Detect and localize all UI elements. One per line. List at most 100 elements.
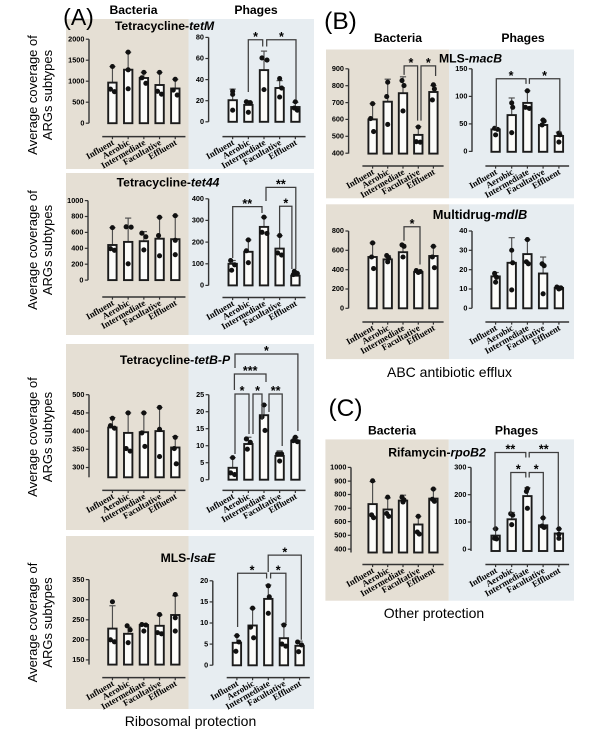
svg-text:*: *	[534, 463, 539, 477]
svg-text:60: 60	[196, 54, 204, 63]
svg-text:20: 20	[196, 407, 204, 416]
svg-text:0: 0	[340, 304, 344, 313]
svg-text:Bacteria: Bacteria	[368, 424, 416, 438]
svg-text:800: 800	[332, 81, 344, 90]
svg-text:*: *	[240, 384, 245, 398]
svg-text:20: 20	[200, 576, 208, 585]
svg-text:Bacteria: Bacteria	[374, 31, 422, 45]
svg-text:**: **	[276, 178, 286, 192]
svg-text:600: 600	[332, 246, 344, 255]
svg-text:800: 800	[332, 226, 344, 235]
svg-text:*: *	[276, 564, 281, 578]
svg-text:450: 450	[72, 408, 84, 417]
svg-text:Phages: Phages	[234, 3, 278, 17]
svg-text:600: 600	[71, 228, 83, 237]
svg-text:800: 800	[71, 212, 83, 221]
svg-text:600: 600	[332, 115, 344, 124]
svg-text:40: 40	[459, 226, 467, 235]
svg-text:MLS-lsaE: MLS-lsaE	[161, 551, 217, 565]
svg-text:Average coverage of: Average coverage of	[25, 190, 40, 310]
svg-text:ARGs subtypes: ARGs subtypes	[40, 49, 55, 140]
svg-text:0: 0	[462, 545, 466, 554]
svg-text:400: 400	[72, 426, 84, 435]
svg-text:300: 300	[72, 595, 84, 604]
svg-text:900: 900	[332, 64, 344, 73]
svg-text:20: 20	[459, 265, 467, 274]
svg-text:200: 200	[192, 237, 204, 246]
svg-text:0: 0	[79, 275, 83, 284]
svg-text:0: 0	[463, 147, 467, 156]
svg-text:Average coverage of: Average coverage of	[25, 562, 40, 682]
svg-text:200: 200	[332, 284, 344, 293]
svg-text:MLS-macB: MLS-macB	[439, 52, 502, 66]
svg-text:800: 800	[334, 490, 346, 499]
svg-text:Multidrug-mdlB: Multidrug-mdlB	[433, 207, 528, 222]
svg-text:0: 0	[200, 475, 204, 484]
svg-text:700: 700	[334, 503, 346, 512]
svg-text:ARGs subtypes: ARGs subtypes	[40, 391, 55, 482]
svg-text:**: **	[539, 443, 549, 457]
svg-text:Average coverage of: Average coverage of	[25, 377, 40, 497]
svg-text:*: *	[282, 545, 287, 559]
svg-text:400: 400	[334, 544, 346, 553]
svg-text:200: 200	[72, 635, 84, 644]
svg-text:*: *	[426, 56, 431, 70]
svg-text:500: 500	[72, 97, 84, 106]
svg-text:1500: 1500	[68, 55, 84, 64]
svg-text:200: 200	[71, 259, 83, 268]
svg-text:(C): (C)	[328, 395, 362, 422]
svg-text:500: 500	[334, 531, 346, 540]
svg-text:Rifamycin-rpoB2: Rifamycin-rpoB2	[388, 446, 486, 460]
svg-text:50: 50	[459, 119, 467, 128]
svg-text:*: *	[253, 30, 258, 44]
svg-text:80: 80	[196, 33, 204, 42]
svg-text:400: 400	[192, 194, 204, 203]
svg-text:30: 30	[459, 246, 467, 255]
svg-text:300: 300	[454, 463, 466, 472]
svg-text:350: 350	[72, 575, 84, 584]
svg-text:500: 500	[332, 132, 344, 141]
svg-text:10: 10	[459, 284, 467, 293]
svg-text:*: *	[255, 384, 260, 398]
svg-text:2000: 2000	[68, 34, 84, 43]
svg-text:(B): (B)	[324, 8, 357, 35]
svg-text:25: 25	[196, 390, 204, 399]
svg-text:0: 0	[200, 117, 204, 126]
svg-text:600: 600	[334, 517, 346, 526]
svg-text:(A): (A)	[63, 4, 94, 30]
svg-text:0: 0	[204, 660, 208, 669]
svg-text:350: 350	[72, 445, 84, 454]
svg-text:100: 100	[455, 92, 467, 101]
svg-text:Ribosomal protection: Ribosomal protection	[125, 713, 257, 729]
svg-text:Bacteria: Bacteria	[109, 3, 157, 17]
svg-text:**: **	[506, 443, 516, 457]
svg-text:1000: 1000	[330, 463, 346, 472]
svg-text:1000: 1000	[67, 196, 83, 205]
svg-text:Tetracycline-tetM: Tetracycline-tetM	[115, 19, 215, 33]
svg-text:**: **	[271, 384, 281, 398]
svg-text:**: **	[242, 197, 252, 211]
svg-text:20: 20	[196, 96, 204, 105]
svg-text:ABC antibiotic efflux: ABC antibiotic efflux	[387, 364, 512, 380]
svg-text:900: 900	[334, 476, 346, 485]
svg-text:*: *	[516, 463, 521, 477]
svg-text:*: *	[542, 69, 547, 83]
svg-text:150: 150	[455, 64, 467, 73]
svg-text:0: 0	[200, 281, 204, 290]
svg-text:Other protection: Other protection	[384, 605, 484, 621]
svg-text:*: *	[250, 564, 255, 578]
svg-text:300: 300	[72, 463, 84, 472]
svg-text:500: 500	[72, 390, 84, 399]
svg-text:700: 700	[332, 98, 344, 107]
svg-text:10: 10	[200, 618, 208, 627]
svg-text:200: 200	[454, 490, 466, 499]
svg-text:Average coverage of: Average coverage of	[25, 35, 40, 155]
svg-text:100: 100	[454, 517, 466, 526]
svg-text:15: 15	[200, 597, 208, 606]
svg-text:Tetracycline-tetB-P: Tetracycline-tetB-P	[120, 353, 231, 367]
svg-text:*: *	[279, 30, 284, 44]
svg-text:1000: 1000	[68, 76, 84, 85]
svg-text:10: 10	[196, 441, 204, 450]
svg-text:*: *	[264, 344, 269, 358]
svg-text:0: 0	[463, 304, 467, 313]
